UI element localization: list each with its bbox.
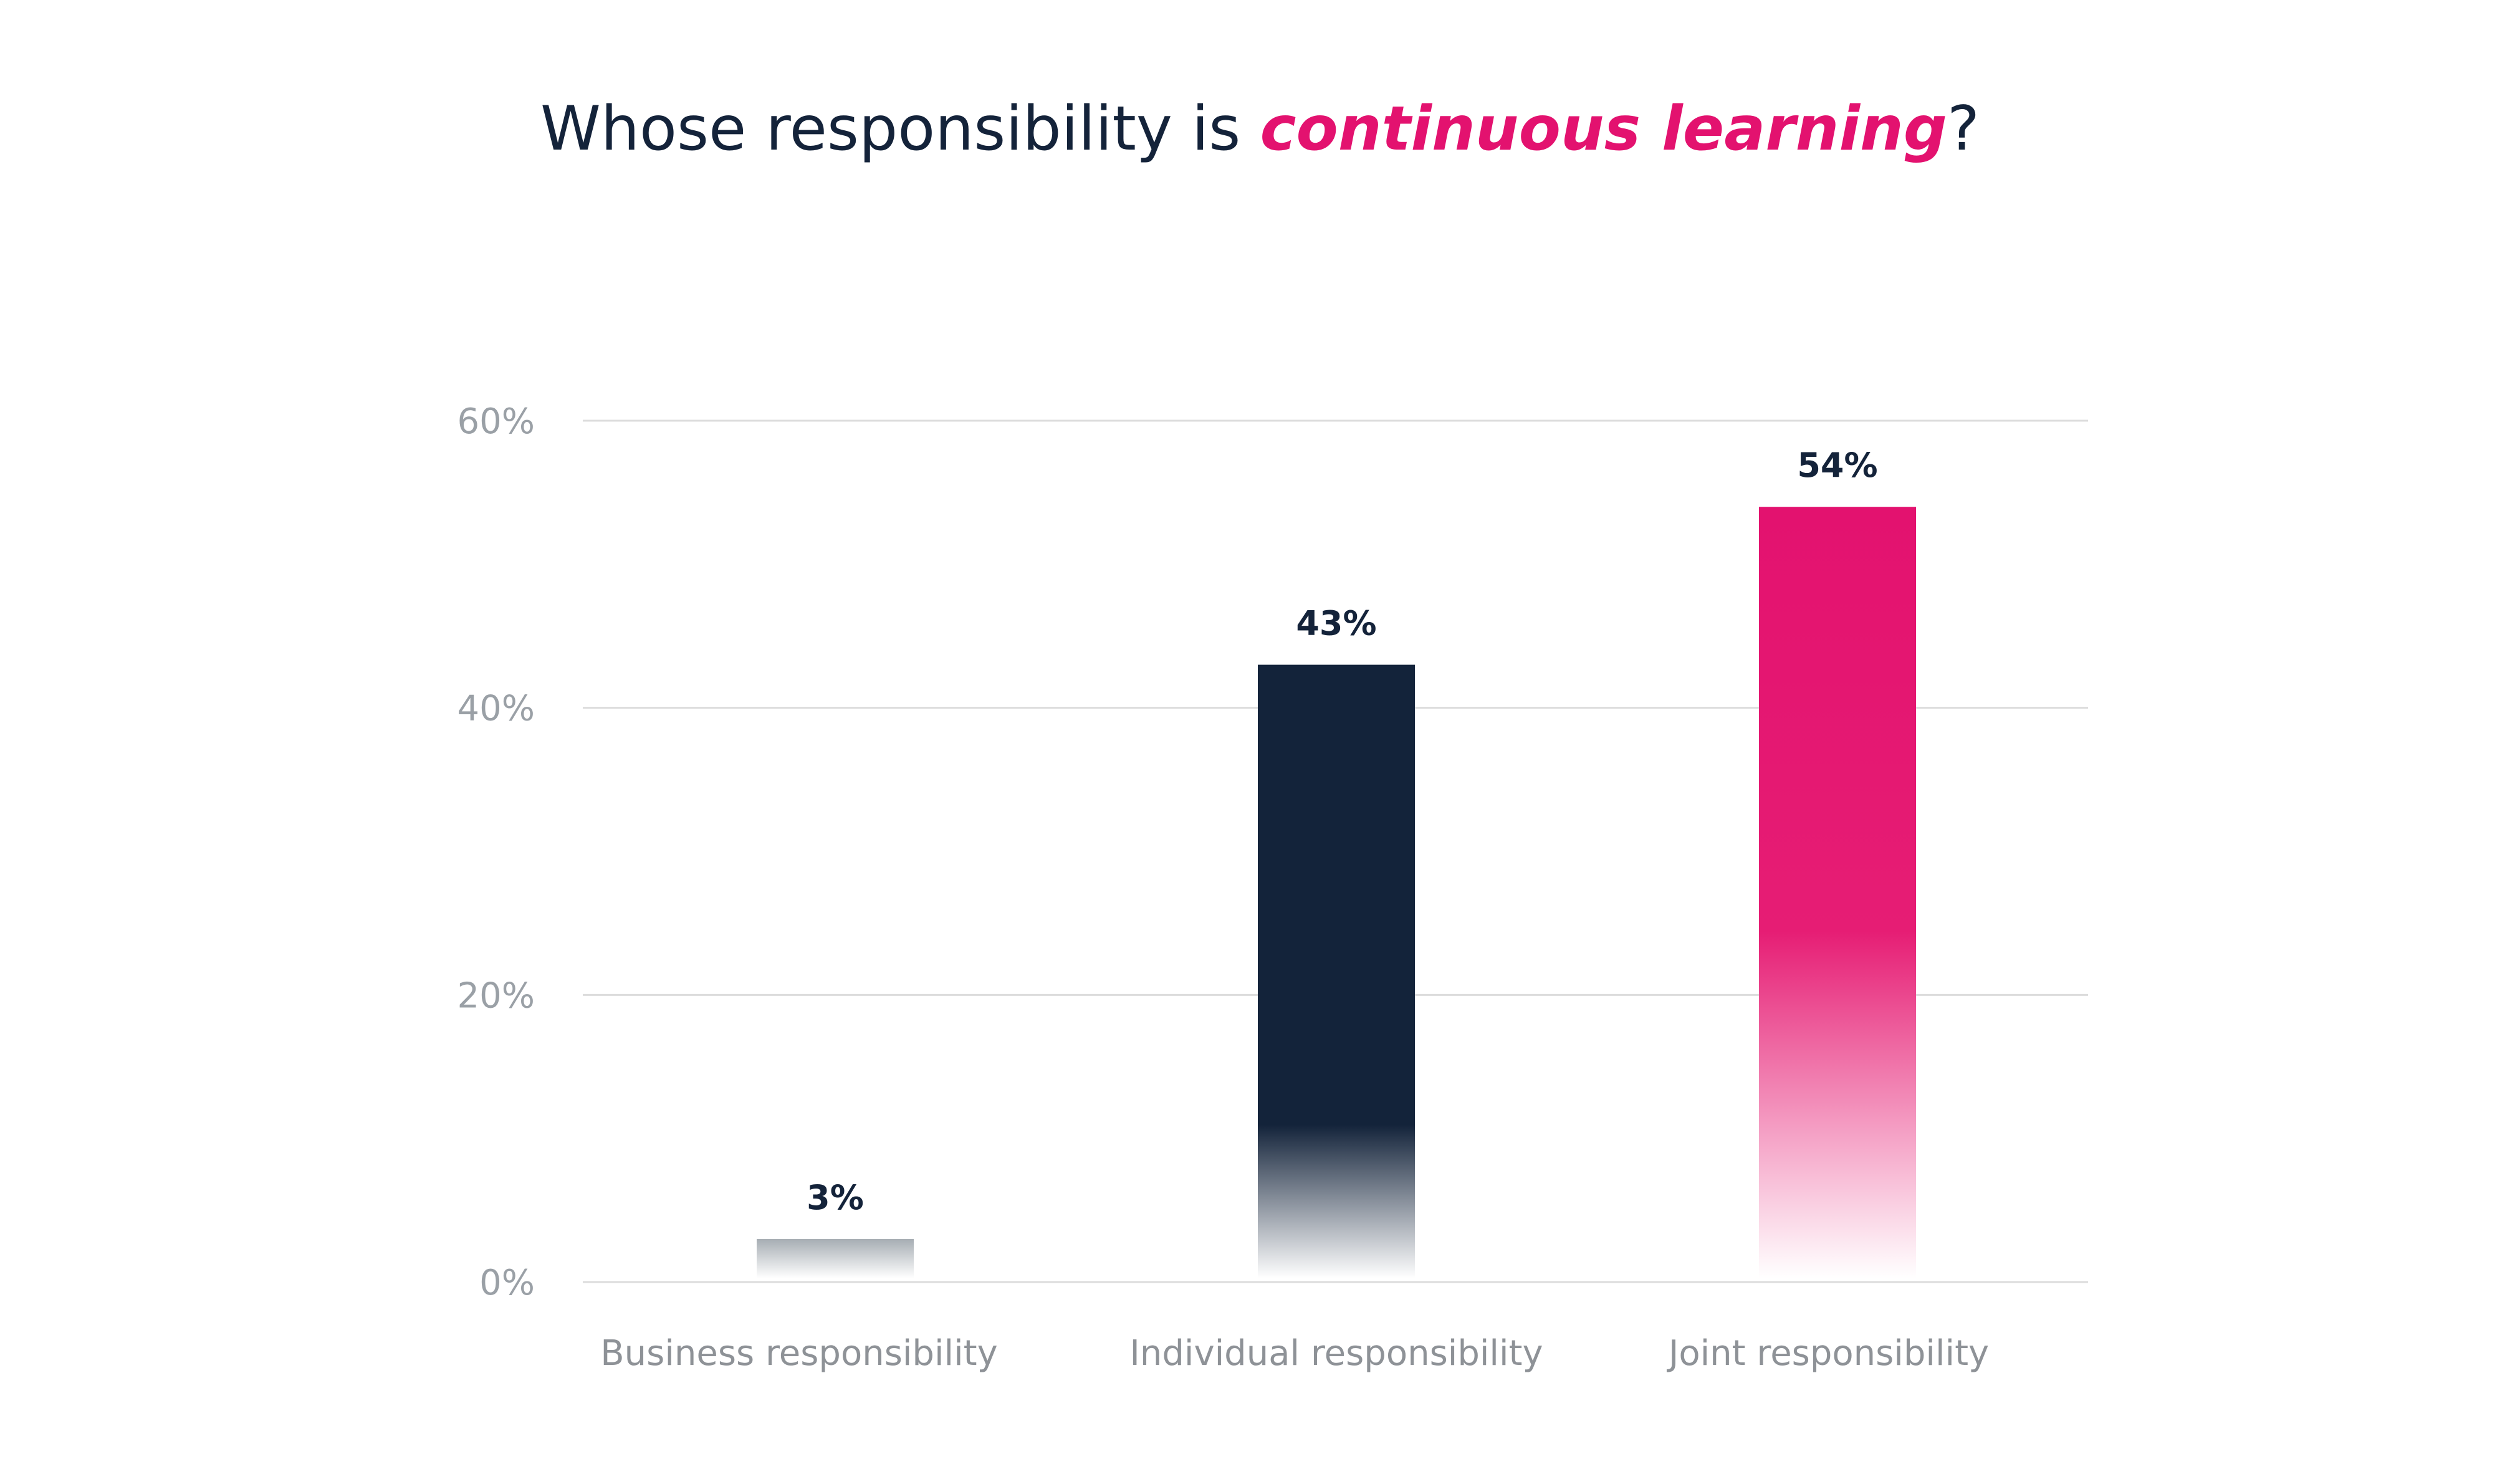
bars — [757, 507, 1916, 1279]
title-before: Whose responsibility is — [540, 93, 1260, 165]
bar-joint-responsibility — [1759, 507, 1916, 1279]
x-tick-label-0: Business responsibility — [600, 1333, 998, 1374]
data-label-1: 43% — [1296, 604, 1376, 643]
y-tick-label-40: 40% — [458, 689, 535, 729]
data-labels: 3% 43% 54% — [807, 446, 1877, 1217]
y-tick-label-60: 60% — [458, 401, 535, 442]
bar-individual-responsibility — [1258, 664, 1415, 1278]
y-axis-ticks: 0% 20% 40% 60% — [458, 401, 535, 1303]
y-tick-label-20: 20% — [458, 975, 535, 1016]
x-tick-label-2: Joint responsibility — [1667, 1333, 1989, 1374]
title-emphasis: continuous learning — [1260, 93, 1947, 165]
title-after: ? — [1947, 93, 1980, 165]
y-tick-label-0: 0% — [479, 1263, 535, 1303]
x-tick-label-1: Individual responsibility — [1129, 1333, 1543, 1374]
chart-title: Whose responsibility is continuous learn… — [0, 93, 2520, 165]
data-label-2: 54% — [1797, 446, 1877, 485]
x-axis-labels: Business responsibility Individual respon… — [600, 1333, 1989, 1374]
data-label-0: 3% — [807, 1178, 864, 1217]
bar-business-responsibility — [757, 1238, 914, 1278]
